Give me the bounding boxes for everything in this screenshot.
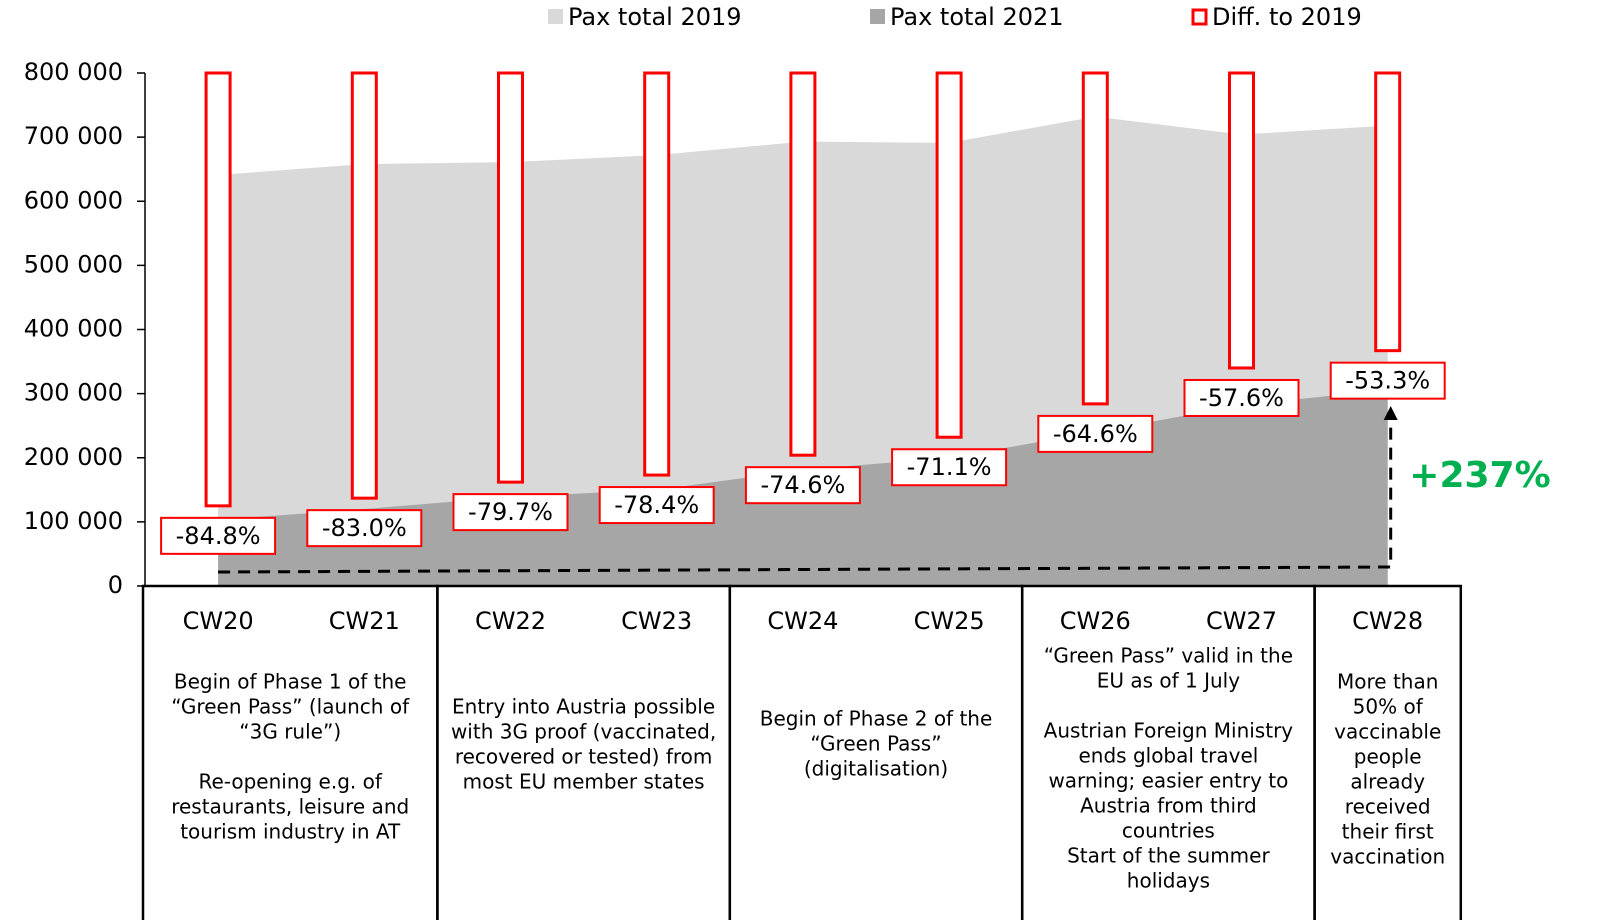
diff-bar <box>1228 71 1255 370</box>
x-tick-label: CW26 <box>1060 607 1131 635</box>
data-label: -64.6% <box>1053 420 1138 448</box>
x-tick-label: CW22 <box>475 607 546 635</box>
phase-text: vaccination <box>1330 845 1445 869</box>
data-label: -53.3% <box>1345 367 1430 395</box>
label-box <box>452 493 569 532</box>
diff-bar <box>497 71 524 484</box>
label-box <box>160 516 277 555</box>
legend-swatch <box>548 9 563 24</box>
annotation: +237% <box>1409 455 1550 496</box>
phase-text: most EU member states <box>463 770 705 794</box>
label-box <box>306 509 423 548</box>
phase-text: “Green Pass” (launch of <box>171 695 410 719</box>
label-box <box>744 466 861 505</box>
phase-text: restaurants, leisure and <box>171 795 409 819</box>
legend-swatch <box>870 9 885 24</box>
phase-text: tourism industry in AT <box>180 820 401 844</box>
dashed-arrow <box>218 418 1393 574</box>
y-tick-label: 100 000 <box>24 507 123 535</box>
diff-bar <box>643 71 671 477</box>
x-tick-label: CW24 <box>767 607 838 635</box>
phase-text: countries <box>1122 819 1215 843</box>
phase-text: Begin of Phase 2 of the <box>760 707 993 731</box>
phase-box <box>141 584 439 920</box>
data-label: -57.6% <box>1199 384 1284 412</box>
data-label: -84.8% <box>176 522 261 550</box>
phase-text: Start of the summer <box>1067 844 1270 868</box>
y-tick-label: 500 000 <box>24 250 123 278</box>
y-tick-label: 200 000 <box>24 443 123 471</box>
arrow-head <box>1383 406 1398 420</box>
y-tick-label: 600 000 <box>24 186 123 214</box>
phase-text: received <box>1345 795 1431 819</box>
x-tick-label: CW23 <box>621 607 692 635</box>
phase-text: with 3G proof (vaccinated, <box>451 720 716 744</box>
diff-bar <box>1081 71 1109 406</box>
phase-text: Begin of Phase 1 of the <box>174 670 407 694</box>
diff-bar <box>204 71 232 508</box>
phase-text: vaccinable <box>1334 720 1441 744</box>
data-label: -78.4% <box>614 491 699 519</box>
phase-text: 50% of <box>1353 695 1424 719</box>
phase-text: holidays <box>1127 869 1210 893</box>
phase-text: already <box>1350 770 1425 794</box>
x-tick-label: CW28 <box>1352 607 1423 635</box>
data-label: -74.6% <box>760 471 845 499</box>
phase-text: “Green Pass” <box>810 732 941 756</box>
label-box <box>598 486 715 525</box>
phase-text: recovered or tested) from <box>455 745 713 769</box>
x-tick-label: CW27 <box>1206 607 1277 635</box>
phase-text: (digitalisation) <box>804 757 948 781</box>
phase-text: Entry into Austria possible <box>452 695 715 719</box>
y-tick-label: 400 000 <box>24 315 123 343</box>
y-tick-label: 0 <box>108 571 123 599</box>
diff-bar <box>350 71 378 500</box>
legend-label: Diff. to 2019 <box>1212 3 1362 31</box>
diff-bar <box>935 71 963 439</box>
x-tick-label: CW20 <box>183 607 254 635</box>
x-tick-label: CW21 <box>329 607 400 635</box>
y-tick-label: 800 000 <box>24 58 123 86</box>
phase-text: their first <box>1342 820 1434 844</box>
label-box <box>1329 361 1446 400</box>
phase-text: “Green Pass” valid in the <box>1044 644 1293 668</box>
phase-text: Austria from third <box>1080 794 1257 818</box>
phase-text: EU as of 1 July <box>1097 669 1241 693</box>
label-box <box>1037 414 1154 453</box>
y-tick-label: 700 000 <box>24 122 123 150</box>
legend-swatch <box>1191 8 1208 26</box>
phase-text: ends global travel <box>1078 744 1258 768</box>
phase-text: Re-opening e.g. of <box>198 770 382 794</box>
legend-label: Pax total 2019 <box>568 3 742 31</box>
diff-bar <box>789 71 817 457</box>
data-label: -79.7% <box>468 498 553 526</box>
phase-text: people <box>1354 745 1422 769</box>
data-label: -71.1% <box>907 453 992 481</box>
data-label: -83.0% <box>322 514 407 542</box>
label-box <box>1183 378 1300 417</box>
phase-box <box>1313 584 1463 920</box>
diff-bar <box>1374 71 1402 353</box>
label-box <box>891 448 1008 487</box>
phase-text: More than <box>1337 670 1438 694</box>
phase-text: warning; easier entry to <box>1048 769 1288 793</box>
x-tick-label: CW25 <box>914 607 985 635</box>
phase-text: “3G rule”) <box>239 720 341 744</box>
phase-text: Austrian Foreign Ministry <box>1044 719 1294 743</box>
legend-label: Pax total 2021 <box>890 3 1064 31</box>
y-tick-label: 300 000 <box>24 379 123 407</box>
